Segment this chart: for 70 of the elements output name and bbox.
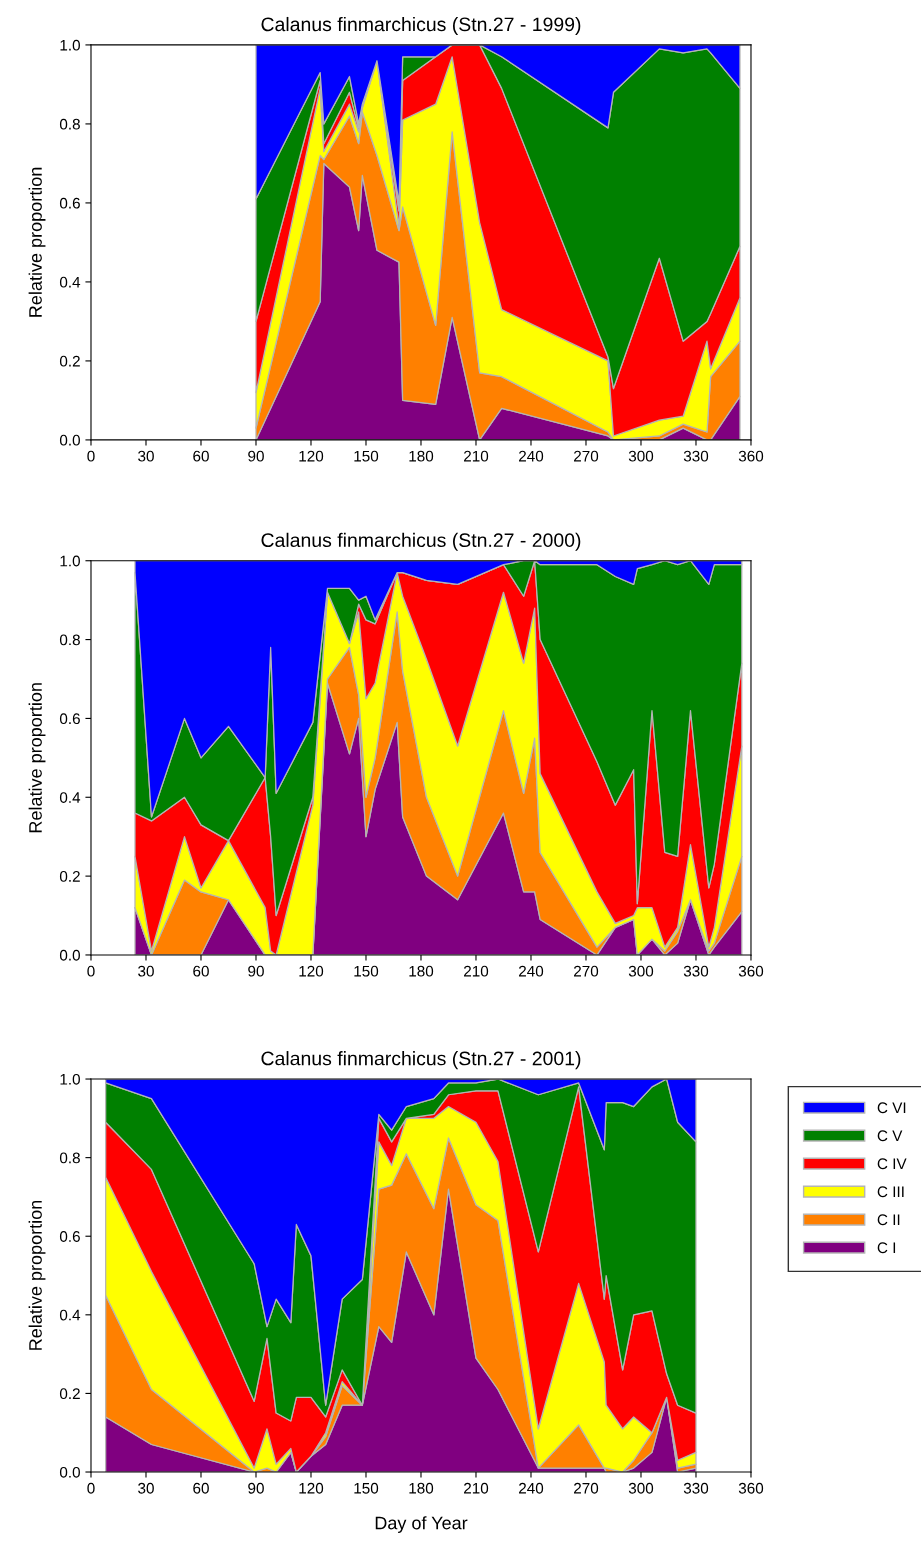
x-tick-label: 270 xyxy=(574,965,599,977)
y-tick-label: 0.0 xyxy=(59,434,80,446)
x-tick-label: 180 xyxy=(409,450,434,462)
x-tick-label: 240 xyxy=(519,450,544,462)
legend-label: C VI xyxy=(877,1102,906,1114)
x-tick-label: 240 xyxy=(519,965,544,977)
y-tick-label: 1.0 xyxy=(60,555,80,567)
y-tick-label: 0.6 xyxy=(59,713,80,725)
x-tick-label: 330 xyxy=(683,450,709,462)
legend-label: C II xyxy=(877,1214,900,1226)
x-tick-label: 0 xyxy=(87,1482,95,1494)
y-tick-label: 0.6 xyxy=(59,197,80,209)
x-tick-label: 30 xyxy=(138,965,154,977)
x-tick-label: 270 xyxy=(574,1482,599,1494)
x-tick-label: 300 xyxy=(628,965,654,977)
x-tick-label: 330 xyxy=(683,965,709,977)
x-tick-label: 270 xyxy=(574,450,599,462)
x-tick-label: 330 xyxy=(683,1482,709,1494)
x-tick-label: 120 xyxy=(299,450,324,462)
x-tick-label: 150 xyxy=(354,1482,379,1494)
x-tick-label: 240 xyxy=(519,1482,544,1494)
x-tick-label: 210 xyxy=(464,1482,489,1494)
chart-title: Calanus finmarchicus (Stn.27 - 2001) xyxy=(261,1051,581,1070)
x-tick-label: 150 xyxy=(354,450,379,462)
y-tick-label: 0.6 xyxy=(59,1231,80,1242)
x-tick-label: 60 xyxy=(193,965,209,977)
x-tick-label: 90 xyxy=(248,1482,264,1494)
legend-label: C IV xyxy=(877,1158,907,1170)
legend-label: C I xyxy=(877,1242,896,1254)
x-tick-label: 120 xyxy=(299,1482,324,1494)
y-tick-label: 0.2 xyxy=(59,1388,80,1400)
x-tick-label: 210 xyxy=(464,965,489,977)
x-tick-label: 180 xyxy=(409,965,434,977)
y-tick-label: 1.0 xyxy=(60,39,80,51)
y-tick-label: 0.8 xyxy=(59,1152,80,1164)
x-tick-label: 360 xyxy=(738,450,764,462)
y-tick-label: 0.0 xyxy=(59,949,80,961)
x-tick-label: 0 xyxy=(87,450,95,462)
x-tick-label: 90 xyxy=(248,965,264,977)
x-tick-label: 60 xyxy=(193,450,209,462)
legend-label: C III xyxy=(877,1186,904,1198)
chart-title: Calanus finmarchicus (Stn.27 - 1999) xyxy=(261,16,581,36)
x-axis-title: Day of Year xyxy=(375,1516,468,1533)
y-axis-title: Relative proportion xyxy=(28,1200,46,1350)
legend-label: C V xyxy=(877,1130,903,1142)
y-tick-label: 0.2 xyxy=(59,355,80,367)
x-tick-label: 30 xyxy=(138,1482,154,1494)
x-tick-label: 210 xyxy=(464,450,489,462)
x-tick-label: 150 xyxy=(354,965,379,977)
y-tick-label: 0.4 xyxy=(59,1309,81,1321)
y-tick-label: 0.4 xyxy=(59,792,81,803)
chart-title: Calanus finmarchicus (Stn.27 - 2000) xyxy=(261,532,581,551)
y-axis-title: Relative proportion xyxy=(28,683,46,833)
y-axis-title: Relative proportion xyxy=(28,167,46,317)
x-tick-label: 300 xyxy=(628,450,654,462)
y-tick-label: 0.8 xyxy=(59,634,80,646)
x-tick-label: 360 xyxy=(738,965,764,977)
y-tick-label: 1.0 xyxy=(60,1073,80,1085)
x-tick-label: 60 xyxy=(193,1482,209,1494)
y-tick-label: 0.2 xyxy=(59,870,80,882)
x-tick-label: 300 xyxy=(628,1482,654,1494)
y-tick-label: 0.8 xyxy=(59,118,80,130)
y-tick-label: 0.0 xyxy=(59,1466,80,1478)
x-tick-label: 90 xyxy=(248,450,264,462)
x-tick-label: 0 xyxy=(87,965,95,977)
x-tick-label: 180 xyxy=(409,1482,434,1494)
x-tick-label: 30 xyxy=(138,450,154,462)
x-tick-label: 360 xyxy=(738,1482,764,1494)
x-tick-label: 120 xyxy=(299,965,324,977)
y-tick-label: 0.4 xyxy=(59,276,81,288)
